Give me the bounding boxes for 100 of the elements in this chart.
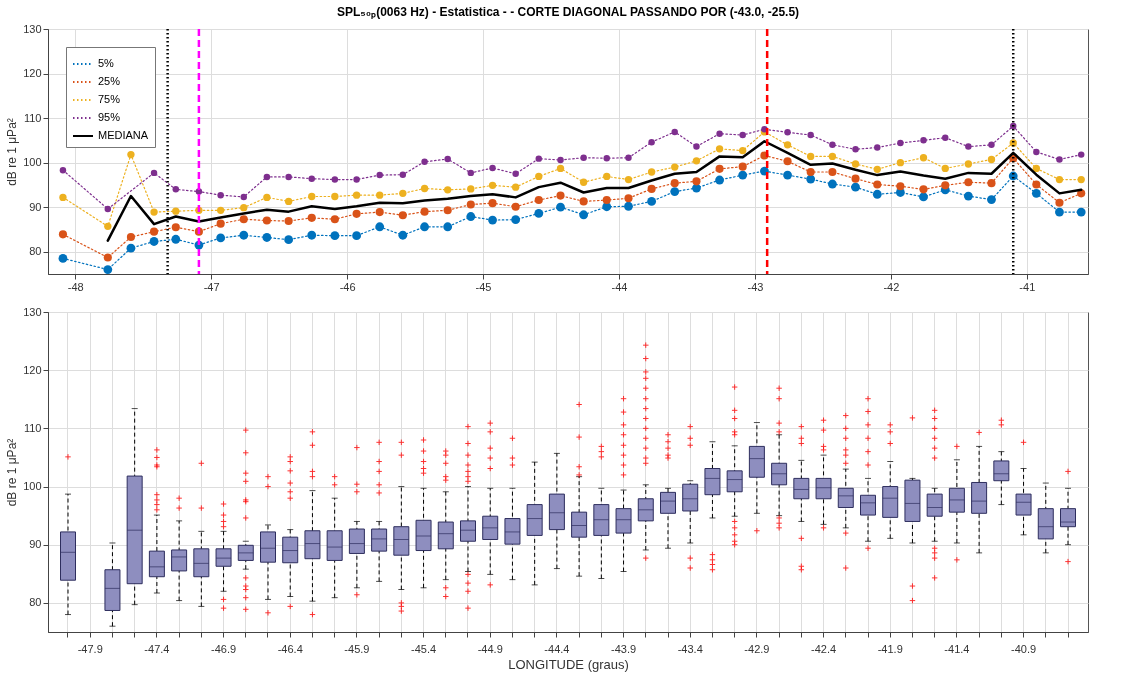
- point: [217, 191, 224, 199]
- point: [172, 207, 180, 215]
- y-tick-label: 90: [29, 538, 42, 551]
- point: [307, 213, 316, 222]
- point: [466, 200, 475, 209]
- point: [692, 177, 701, 186]
- point: [671, 128, 678, 136]
- point: [1055, 207, 1064, 217]
- point: [420, 184, 429, 193]
- point: [851, 174, 860, 183]
- point: [1031, 188, 1041, 198]
- point: [375, 208, 384, 217]
- legend-label: 95%: [98, 111, 121, 123]
- x-tick-label: -43: [747, 280, 764, 293]
- point: [240, 193, 247, 201]
- point: [556, 164, 565, 173]
- point: [964, 178, 973, 187]
- point: [331, 176, 339, 183]
- point: [444, 186, 452, 194]
- x-tick-label: -42: [883, 280, 900, 293]
- point: [239, 215, 248, 224]
- point: [1032, 180, 1041, 189]
- point: [535, 172, 543, 181]
- point: [1076, 207, 1086, 217]
- point: [398, 211, 407, 220]
- point: [149, 237, 159, 246]
- point: [851, 160, 860, 168]
- y-tick-label: 110: [23, 111, 42, 124]
- point: [467, 169, 475, 177]
- chart-title: SPL₅₀ₚ(0063 Hz) - Estatistica - - CORTE DIAGONAL PASSANDO POR (-43.0, -25.5): [336, 5, 800, 20]
- point: [873, 165, 881, 173]
- legend-label: 75%: [98, 93, 121, 105]
- point: [828, 167, 837, 177]
- point: [150, 169, 158, 177]
- point: [919, 154, 928, 162]
- point: [352, 209, 361, 218]
- point: [715, 145, 724, 153]
- point: [466, 212, 476, 221]
- point: [715, 175, 724, 185]
- point: [171, 234, 181, 244]
- point: [330, 215, 339, 224]
- point: [987, 179, 996, 188]
- point: [872, 189, 882, 199]
- point: [941, 181, 950, 190]
- point: [556, 191, 565, 200]
- x-tick-label: -42.4: [811, 642, 837, 655]
- point: [58, 230, 68, 239]
- point: [603, 172, 611, 181]
- point: [738, 170, 748, 180]
- point: [941, 164, 949, 173]
- point: [670, 179, 679, 188]
- point: [716, 130, 723, 137]
- point: [828, 179, 837, 189]
- point: [739, 131, 746, 139]
- point: [1055, 198, 1064, 207]
- point: [59, 166, 67, 174]
- x-axis-title: LONGITUDE (graus): [508, 656, 629, 672]
- legend-label: MEDIANA: [98, 129, 149, 141]
- point: [963, 191, 973, 201]
- point: [150, 208, 158, 216]
- x-tick-label: -41.4: [944, 642, 970, 655]
- point: [352, 231, 362, 241]
- legend-label: 5%: [98, 57, 115, 69]
- point: [625, 154, 632, 161]
- point: [534, 209, 544, 218]
- point: [420, 207, 429, 216]
- point: [263, 173, 271, 181]
- point: [580, 154, 587, 161]
- y-tick-label: 90: [29, 200, 42, 213]
- point: [829, 141, 836, 149]
- point: [262, 233, 272, 242]
- x-tick-label: -45.4: [411, 642, 437, 655]
- x-tick-label: -40.9: [1011, 642, 1037, 655]
- y-tick-label: 100: [23, 480, 42, 493]
- point: [353, 176, 360, 183]
- point: [444, 155, 451, 163]
- point: [375, 222, 385, 232]
- point: [920, 137, 927, 144]
- x-tick-label: -47: [203, 280, 220, 293]
- point: [376, 191, 384, 199]
- point: [103, 253, 112, 262]
- point: [874, 144, 881, 151]
- point: [330, 231, 340, 241]
- point: [784, 129, 791, 136]
- y-axis-title: dB re 1 μPa²: [5, 438, 20, 507]
- point: [1056, 156, 1063, 163]
- point: [103, 265, 113, 274]
- point: [284, 197, 293, 206]
- point: [987, 155, 996, 164]
- point: [670, 187, 680, 196]
- point: [421, 158, 428, 165]
- point: [104, 222, 112, 230]
- point: [579, 197, 588, 206]
- point: [760, 166, 769, 176]
- point: [987, 195, 996, 205]
- point: [284, 216, 293, 226]
- point: [851, 182, 860, 192]
- x-tick-label: -46: [339, 280, 356, 293]
- point: [376, 171, 383, 179]
- point: [399, 171, 407, 178]
